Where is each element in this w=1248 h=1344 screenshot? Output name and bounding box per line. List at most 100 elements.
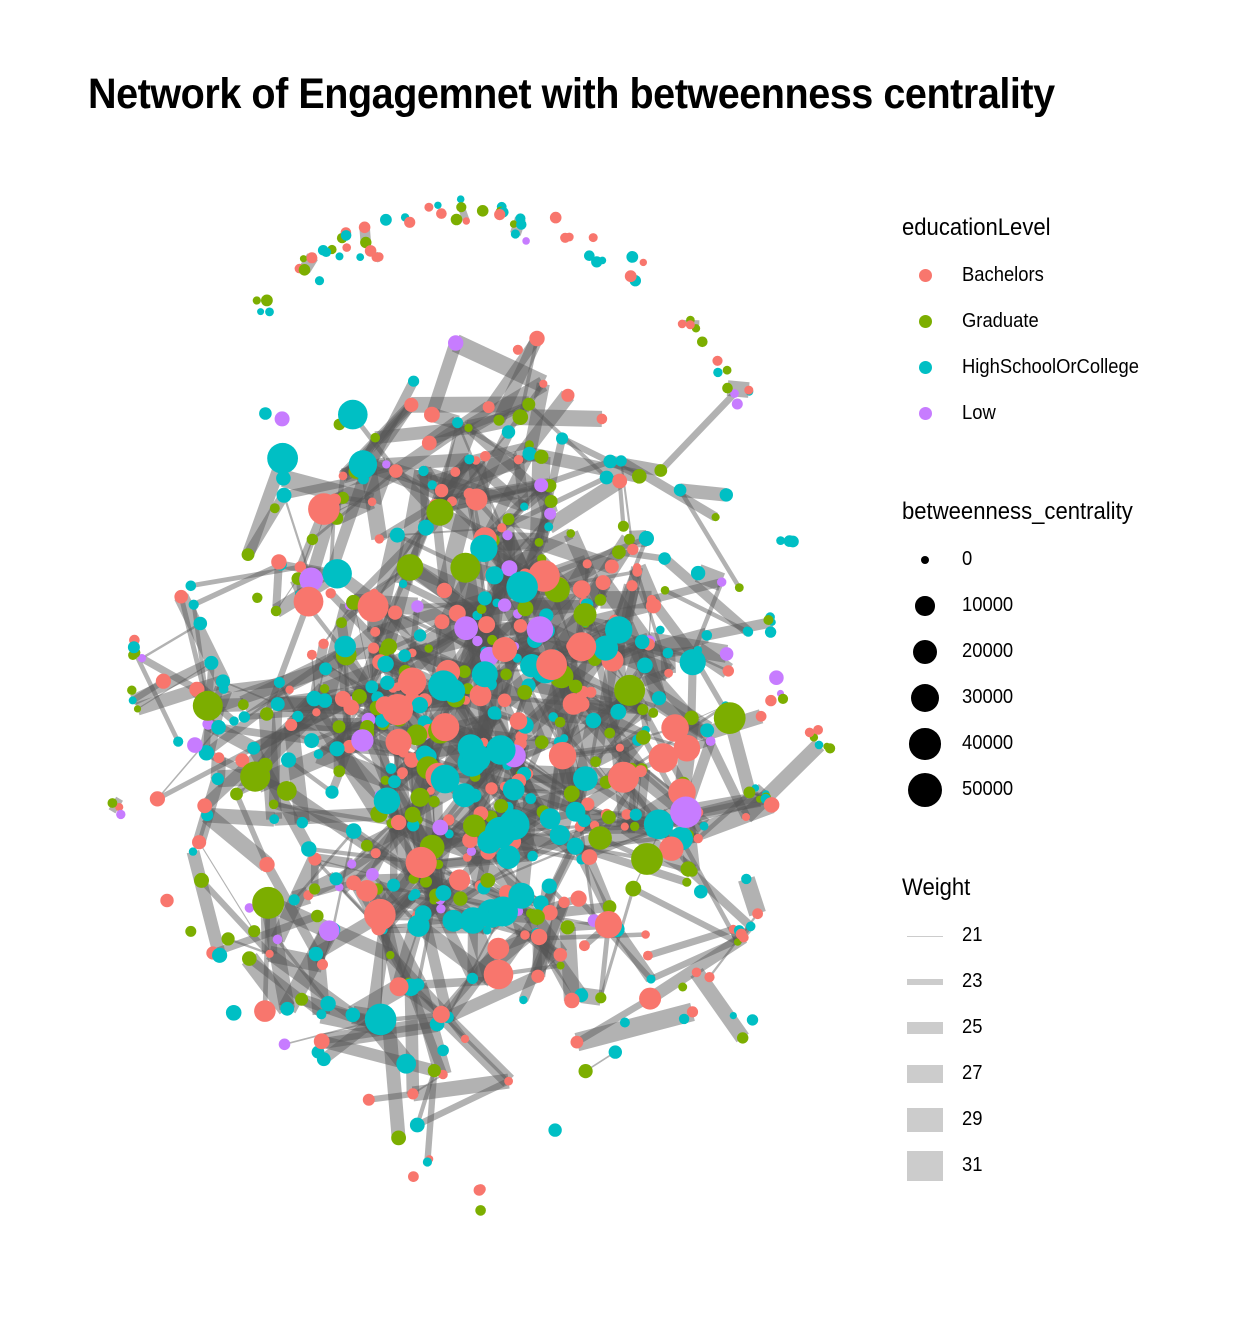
network-node	[174, 589, 188, 604]
network-edge	[327, 590, 409, 675]
network-edge	[320, 1017, 376, 1064]
network-node	[629, 808, 642, 821]
network-edge	[535, 937, 575, 1002]
network-edge	[346, 524, 429, 609]
network-edge	[394, 611, 491, 658]
network-node	[185, 925, 197, 937]
network-edge	[272, 800, 356, 835]
network-node	[391, 1130, 406, 1146]
network-node	[259, 856, 275, 873]
network-edge	[284, 1018, 381, 1046]
network-node	[517, 600, 534, 617]
network-node	[522, 446, 537, 461]
network-edge	[267, 945, 325, 973]
network-node	[556, 961, 565, 970]
network-edge	[198, 841, 255, 932]
network-node	[682, 877, 692, 887]
legend-weight-bar	[907, 1022, 943, 1034]
network-node	[133, 705, 142, 713]
network-node	[386, 950, 395, 960]
legend-color-bachelors-label: Bachelors	[962, 264, 1044, 286]
legend-size-20000-key	[902, 632, 948, 672]
legend-weight-23-key	[902, 962, 948, 1002]
network-edge	[428, 401, 530, 446]
network-node	[678, 982, 688, 992]
network-node	[475, 1205, 486, 1216]
network-edge	[612, 537, 649, 621]
network-edge	[223, 678, 280, 694]
network-node	[752, 908, 763, 920]
network-node	[509, 712, 528, 730]
network-edge	[266, 949, 357, 1020]
legend-size-30000-label: 30000	[962, 686, 1014, 708]
network-node	[522, 237, 530, 245]
network-edge	[368, 1090, 414, 1103]
network-node	[358, 221, 371, 234]
network-node	[625, 880, 642, 897]
network-node	[678, 1013, 690, 1025]
legend-color-graduate-label: Graduate	[962, 310, 1039, 332]
network-node	[566, 837, 584, 855]
network-node	[294, 561, 306, 573]
network-edge	[377, 501, 438, 543]
network-edge	[623, 571, 640, 626]
network-node	[700, 723, 715, 738]
legend-weight-27-key	[902, 1054, 948, 1094]
network-node	[370, 432, 381, 443]
legend-swatch	[919, 361, 932, 374]
network-node	[426, 498, 454, 526]
network-edge	[373, 592, 487, 638]
network-node	[627, 543, 639, 556]
network-edge	[414, 919, 497, 987]
network-node	[229, 716, 239, 726]
network-node	[450, 213, 463, 226]
network-edge	[679, 837, 740, 944]
network-node	[549, 825, 570, 846]
legend-weight-bar	[907, 935, 943, 937]
network-node	[397, 667, 427, 696]
network-node	[570, 1035, 584, 1049]
legend-size-40000-key	[902, 724, 948, 764]
network-node	[431, 713, 460, 742]
network-edge	[273, 807, 380, 826]
network-node	[361, 839, 373, 852]
network-node	[409, 1117, 425, 1133]
network-edge	[488, 782, 546, 818]
network-edge	[506, 764, 545, 813]
network-node	[288, 894, 300, 906]
network-node	[825, 743, 836, 754]
network-node	[615, 455, 627, 467]
network-node	[396, 554, 424, 581]
network-edge	[481, 481, 545, 543]
network-node	[626, 580, 638, 592]
network-node	[466, 972, 479, 985]
network-edge	[599, 888, 635, 999]
network-node	[620, 822, 629, 831]
network-node	[317, 959, 328, 970]
network-edge	[140, 654, 199, 693]
network-node	[365, 680, 379, 694]
network-node	[298, 264, 311, 276]
network-edge	[551, 715, 608, 784]
network-node	[380, 213, 392, 226]
legend-title-weight: Weight	[902, 874, 971, 901]
network-node	[299, 567, 323, 592]
network-edge	[333, 846, 382, 894]
network-edge	[678, 796, 775, 847]
network-node	[560, 920, 575, 935]
network-node	[614, 674, 646, 706]
network-node	[348, 450, 378, 479]
network-edge	[679, 483, 728, 502]
network-node	[453, 891, 468, 906]
network-node	[241, 548, 255, 561]
network-node	[404, 216, 416, 228]
network-node	[238, 711, 250, 723]
network-node	[463, 814, 486, 838]
network-node	[704, 972, 715, 983]
network-node	[563, 785, 580, 802]
network-node	[536, 649, 567, 681]
legend-color-bachelors-key	[902, 256, 948, 296]
network-edge	[426, 782, 498, 854]
network-edge	[690, 581, 724, 656]
